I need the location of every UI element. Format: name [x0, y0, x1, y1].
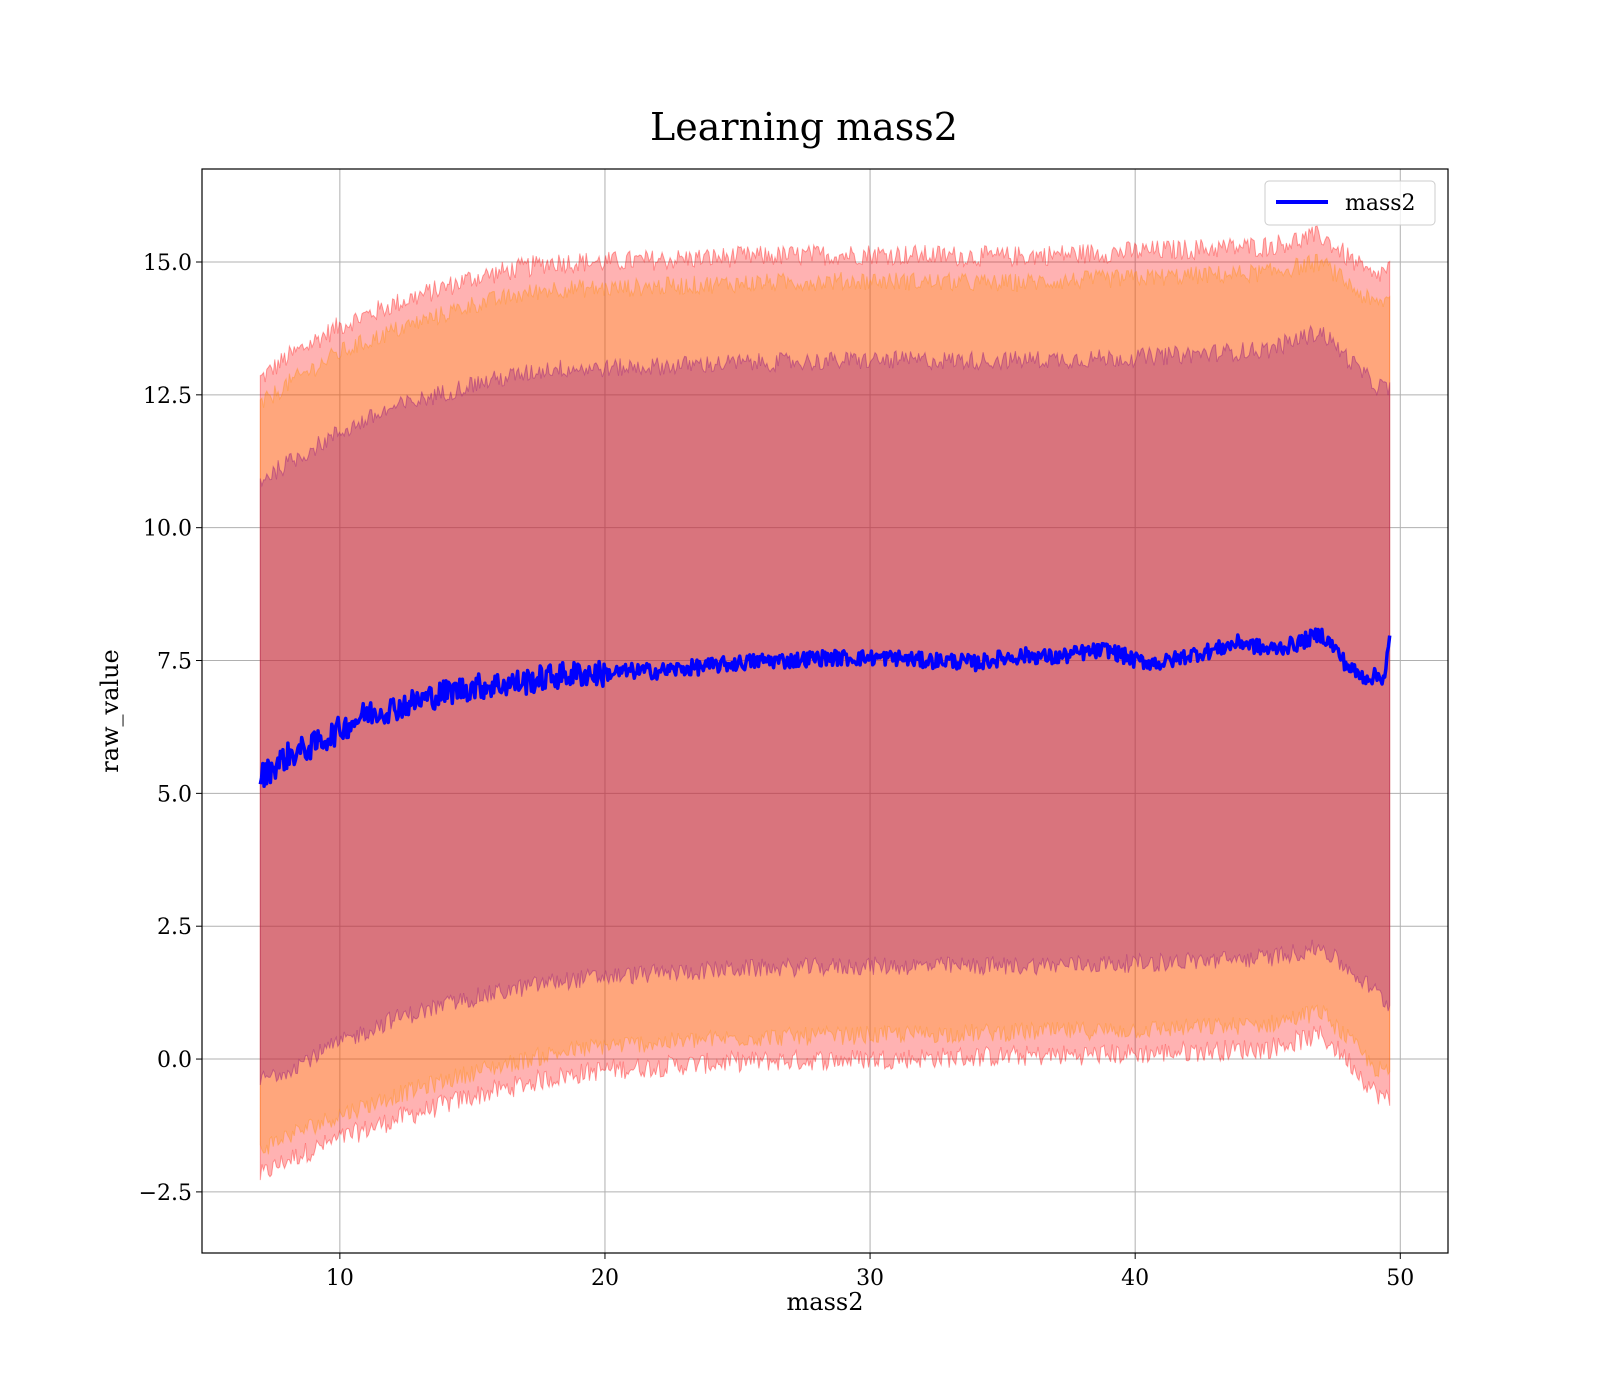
y-tick-label: 7.5: [157, 650, 192, 675]
x-tick-label: 50: [1386, 1266, 1414, 1291]
y-tick-label: 5.0: [157, 782, 192, 807]
ticks: 10 20 30 40 50 −2.5 0.0 2.5 5.0 7.5 10.0 12.5 15.0: [139, 251, 1415, 1291]
x-tick-label: 10: [326, 1266, 354, 1291]
plot-frame: [201, 168, 1449, 1254]
legend-box: [1264, 180, 1436, 226]
y-tick-label: −2.5: [139, 1181, 192, 1206]
y-tick-label: 15.0: [143, 251, 192, 276]
x-tick-label: 20: [591, 1266, 619, 1291]
series-line-mass2: [258, 627, 1392, 789]
y-tick-label: 0.0: [157, 1048, 192, 1073]
chart-title: Learning mass2: [650, 105, 958, 149]
y-tick-label: 2.5: [157, 915, 192, 940]
y-tick-label: 10.0: [143, 517, 192, 542]
bands: [259, 225, 1391, 1181]
confidence-band-1: [259, 253, 1391, 1155]
confidence-band-0: [259, 225, 1391, 1181]
x-tick-label: 40: [1121, 1266, 1149, 1291]
y-tick-label: 12.5: [143, 384, 192, 409]
series-lines: [258, 627, 1392, 789]
legend-label-mass2: mass2: [1345, 191, 1416, 216]
confidence-band-2: [259, 324, 1391, 1086]
legend: mass2: [1264, 180, 1436, 226]
y-axis-label: raw_value: [96, 649, 124, 773]
x-axis-label: mass2: [787, 1288, 864, 1316]
x-tick-label: 30: [856, 1266, 884, 1291]
